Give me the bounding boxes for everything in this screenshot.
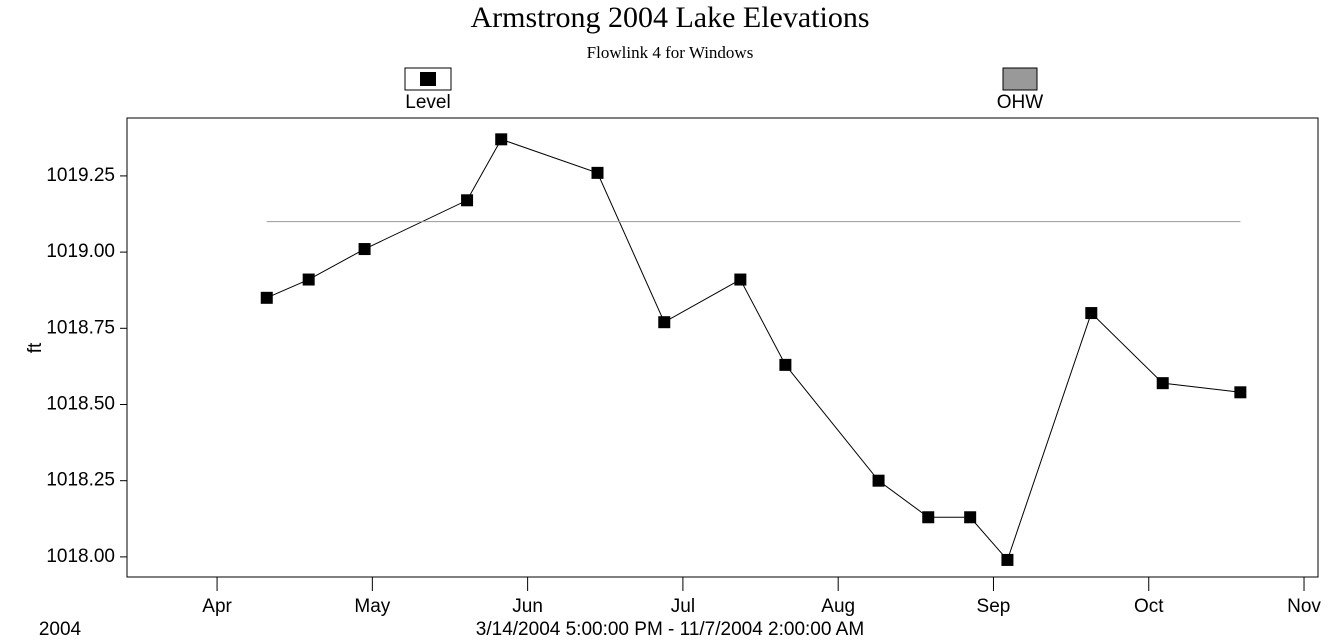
x-tick-label: Apr (202, 596, 232, 617)
marker (591, 166, 604, 179)
marker (779, 358, 792, 371)
y-tick-label: 1018.50 (46, 394, 115, 415)
marker (495, 133, 508, 146)
x-tick-label: Aug (821, 596, 855, 617)
legend-swatch (1002, 67, 1038, 91)
y-tick-label: 1019.25 (46, 165, 115, 186)
marker (260, 291, 273, 304)
marker (922, 511, 935, 524)
marker (1001, 553, 1014, 566)
x-tick-label: May (354, 596, 390, 617)
x-year-label: 2004 (39, 619, 82, 640)
x-tick-label: Jun (512, 596, 543, 617)
x-tick-label: Oct (1134, 596, 1164, 617)
y-tick-label: 1019.00 (46, 241, 115, 262)
marker (302, 273, 315, 286)
x-tick-label: Jul (671, 596, 695, 617)
marker (358, 243, 371, 256)
legend-label: Level (405, 92, 450, 113)
y-tick-label: 1018.25 (46, 470, 115, 491)
x-tick-label: Nov (1287, 596, 1321, 617)
marker (1085, 307, 1098, 320)
y-tick-label: 1018.00 (46, 546, 115, 567)
legend-swatch-marker (420, 72, 436, 86)
marker (872, 474, 885, 487)
marker (658, 316, 671, 329)
marker (1156, 377, 1169, 390)
marker (461, 194, 474, 207)
y-axis-label: ft (25, 342, 46, 353)
marker (964, 511, 977, 524)
chart-title: Armstrong 2004 Lake Elevations (470, 1, 869, 34)
plot-frame (126, 117, 1319, 578)
legend-label: OHW (997, 92, 1044, 113)
marker (1234, 386, 1247, 399)
marker (734, 273, 747, 286)
x-axis-label: 3/14/2004 5:00:00 PM - 11/7/2004 2:00:00… (476, 619, 864, 640)
y-tick-label: 1018.75 (46, 317, 115, 338)
x-tick-label: Sep (977, 596, 1011, 617)
chart-subtitle: Flowlink 4 for Windows (587, 43, 754, 62)
series-line (266, 138, 1241, 561)
